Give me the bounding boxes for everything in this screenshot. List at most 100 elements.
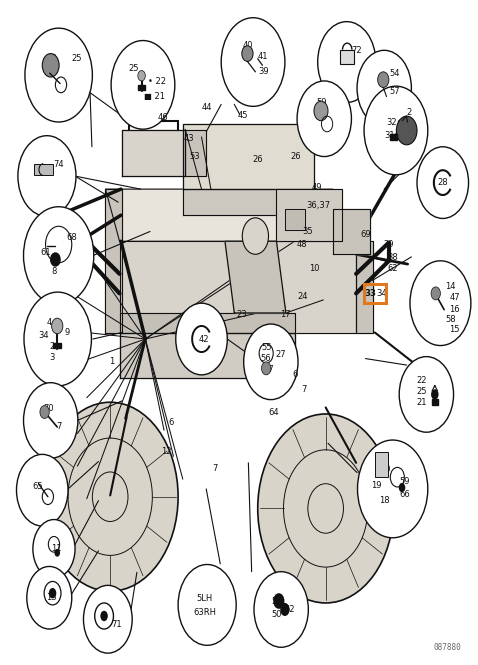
- Text: 28: 28: [437, 178, 448, 187]
- Text: 17: 17: [281, 310, 291, 319]
- Text: 74: 74: [54, 160, 64, 169]
- Text: 60: 60: [316, 111, 327, 120]
- Polygon shape: [106, 189, 122, 332]
- Text: 58: 58: [445, 315, 456, 324]
- Text: 27: 27: [276, 350, 286, 358]
- Circle shape: [100, 610, 108, 621]
- Bar: [364, 283, 386, 303]
- Text: 26: 26: [252, 156, 263, 164]
- Text: 5LH: 5LH: [196, 594, 213, 603]
- Circle shape: [27, 567, 72, 629]
- Text: 20: 20: [380, 465, 391, 474]
- Text: 21: 21: [416, 398, 427, 407]
- Text: 9: 9: [65, 328, 70, 337]
- Text: 51: 51: [271, 597, 282, 606]
- Polygon shape: [120, 241, 356, 332]
- Circle shape: [51, 253, 60, 266]
- Text: 34: 34: [376, 289, 387, 298]
- Circle shape: [396, 116, 417, 145]
- Text: 41: 41: [257, 53, 268, 61]
- Polygon shape: [333, 209, 370, 254]
- Text: 7: 7: [212, 464, 217, 473]
- Text: 45: 45: [238, 111, 248, 120]
- Text: 4: 4: [47, 319, 52, 327]
- Text: 70: 70: [43, 404, 54, 413]
- Text: 40: 40: [242, 41, 253, 51]
- Bar: [390, 134, 397, 140]
- Text: 71: 71: [111, 620, 121, 629]
- Circle shape: [280, 603, 290, 616]
- Text: 36,37: 36,37: [306, 201, 331, 210]
- Circle shape: [364, 86, 428, 175]
- Text: 61: 61: [40, 248, 51, 257]
- Text: 12: 12: [161, 447, 172, 456]
- Text: 50: 50: [271, 610, 282, 619]
- Text: 32•: 32•: [386, 118, 402, 127]
- Text: 10: 10: [309, 264, 319, 273]
- Circle shape: [242, 218, 269, 254]
- Text: 087880: 087880: [434, 643, 461, 652]
- Text: 19: 19: [371, 481, 381, 490]
- Bar: [375, 452, 388, 477]
- Text: 62: 62: [387, 264, 398, 273]
- Text: 6: 6: [168, 418, 174, 427]
- Text: 56: 56: [261, 354, 272, 363]
- Text: 68: 68: [66, 233, 77, 242]
- Text: 69: 69: [360, 230, 371, 239]
- Text: 30: 30: [402, 126, 413, 135]
- Circle shape: [23, 207, 94, 305]
- Text: 6: 6: [293, 370, 298, 379]
- Text: 24: 24: [297, 292, 307, 301]
- Polygon shape: [225, 241, 286, 313]
- Circle shape: [297, 81, 351, 156]
- Bar: [138, 85, 145, 90]
- Text: 72: 72: [352, 46, 362, 55]
- Circle shape: [242, 46, 253, 61]
- Text: 31■: 31■: [384, 131, 403, 140]
- Text: 2: 2: [406, 108, 412, 117]
- Circle shape: [221, 18, 285, 106]
- Text: 26: 26: [290, 152, 301, 161]
- Polygon shape: [185, 130, 206, 176]
- Bar: [432, 399, 438, 406]
- Circle shape: [244, 324, 298, 400]
- Text: 34: 34: [38, 331, 49, 340]
- Text: 48: 48: [297, 240, 307, 249]
- Polygon shape: [356, 241, 372, 332]
- Text: 1: 1: [109, 357, 114, 366]
- Circle shape: [318, 22, 376, 102]
- Text: 22: 22: [416, 376, 427, 384]
- Circle shape: [52, 318, 63, 334]
- Text: 25: 25: [416, 386, 427, 396]
- Polygon shape: [183, 124, 314, 189]
- Text: 54: 54: [389, 69, 400, 78]
- Circle shape: [357, 51, 412, 126]
- Polygon shape: [120, 332, 295, 378]
- Text: 47: 47: [449, 293, 460, 303]
- Text: 67: 67: [263, 365, 274, 374]
- Text: 38: 38: [387, 253, 398, 262]
- Circle shape: [314, 101, 328, 120]
- Text: 14: 14: [445, 283, 456, 291]
- Circle shape: [111, 41, 175, 129]
- Circle shape: [23, 382, 78, 458]
- Text: 59: 59: [399, 477, 410, 485]
- Text: 65: 65: [32, 482, 43, 491]
- Bar: [340, 50, 354, 64]
- Circle shape: [431, 389, 438, 400]
- Text: 2: 2: [49, 342, 54, 351]
- Text: 23: 23: [236, 310, 247, 319]
- Text: 11: 11: [51, 545, 62, 553]
- Polygon shape: [106, 189, 356, 241]
- Circle shape: [42, 54, 59, 77]
- Text: 35: 35: [302, 227, 313, 236]
- Text: ■ 21: ■ 21: [144, 92, 165, 101]
- Text: 57: 57: [389, 87, 400, 96]
- Text: 46: 46: [158, 113, 168, 122]
- Circle shape: [254, 572, 308, 647]
- Text: 8: 8: [51, 267, 57, 277]
- Circle shape: [24, 292, 91, 386]
- Circle shape: [358, 440, 428, 538]
- Bar: [34, 164, 53, 175]
- Polygon shape: [183, 189, 314, 215]
